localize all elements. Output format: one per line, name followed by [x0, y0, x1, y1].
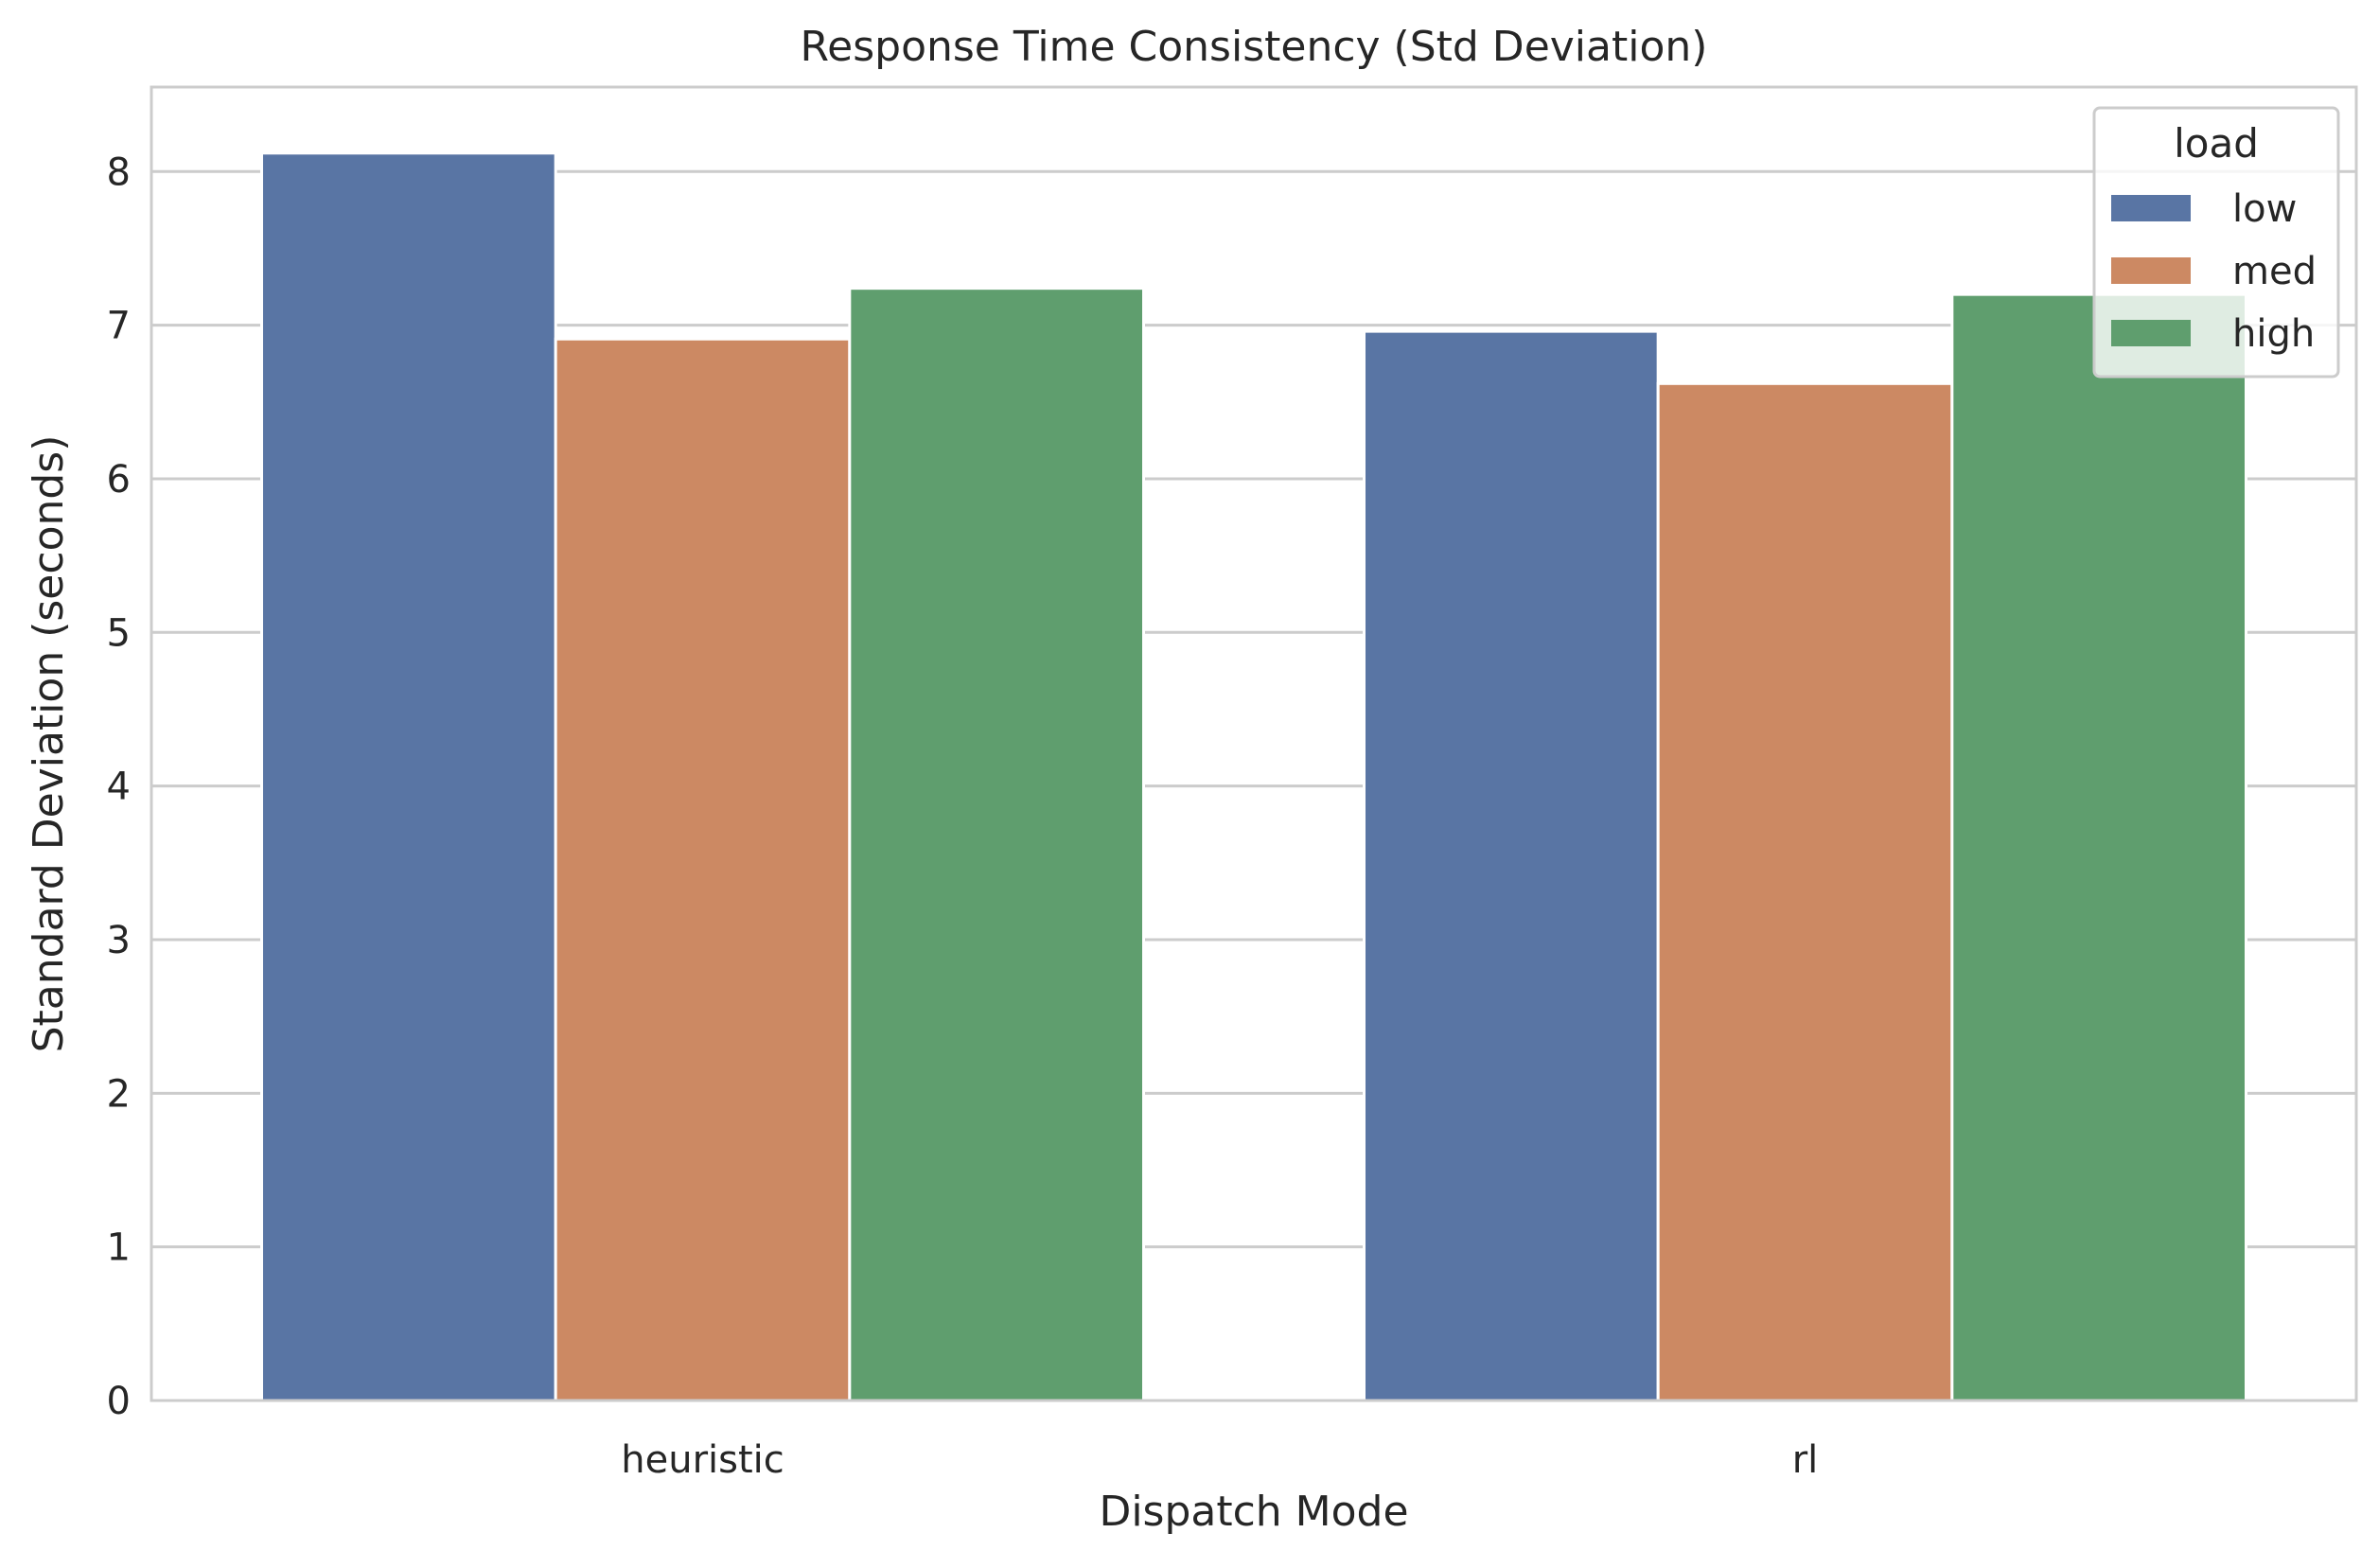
chart-title: Response Time Consistency (Std Deviation…	[801, 23, 1708, 71]
y-tick-label: 5	[107, 611, 131, 655]
y-tick-label: 1	[107, 1226, 131, 1270]
legend-entries: low med high	[2111, 187, 2317, 356]
bar-heuristic-high	[848, 287, 1145, 1402]
legend-swatch-med	[2111, 257, 2191, 284]
y-tick-label: 0	[107, 1380, 131, 1423]
bar-rl-high	[1950, 292, 2247, 1402]
legend: load low med high	[2092, 106, 2340, 379]
x-tick-label: heuristic	[621, 1438, 784, 1482]
y-tick-label: 2	[107, 1072, 131, 1116]
y-tick-label: 8	[107, 150, 131, 194]
y-tick-label: 7	[107, 305, 131, 348]
y-tick-label: 4	[107, 766, 131, 809]
y-tick-label: 3	[107, 919, 131, 962]
legend-label-low: low	[2232, 187, 2297, 231]
bar-heuristic-med	[554, 337, 852, 1402]
x-axis-label: Dispatch Mode	[1099, 1488, 1408, 1536]
bar-heuristic-low	[260, 151, 557, 1402]
legend-box	[2092, 106, 2340, 379]
legend-label-med: med	[2232, 250, 2317, 293]
plot-area-frame	[150, 85, 2358, 1402]
legend-title: load	[2174, 120, 2259, 167]
y-tick-labels: 0 1 2 3 4 5 6 7 8	[107, 150, 131, 1423]
y-tick-label: 6	[107, 458, 131, 502]
y-axis-label: Standard Deviation (seconds)	[25, 435, 73, 1053]
bar-rl-med	[1656, 381, 1954, 1402]
legend-swatch-high	[2111, 320, 2191, 346]
bars	[260, 151, 2247, 1402]
x-tick-label: rl	[1792, 1438, 1819, 1482]
legend-label-high: high	[2232, 312, 2315, 356]
bar-rl-low	[1363, 329, 1660, 1402]
x-tick-labels: heuristic rl	[621, 1438, 1818, 1482]
legend-swatch-low	[2111, 195, 2191, 221]
